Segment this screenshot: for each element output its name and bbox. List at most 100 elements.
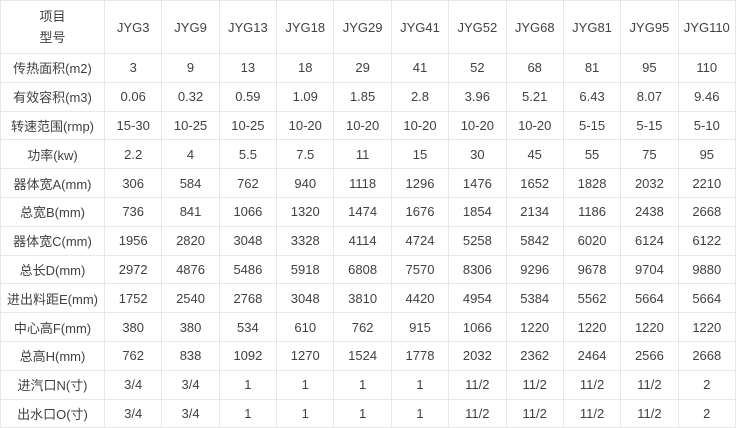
cell-value: 5-15 (620, 110, 679, 141)
cell-value: 1270 (276, 340, 335, 371)
cell-value: 10-25 (218, 110, 278, 141)
cell-value: 29 (333, 53, 392, 83)
cell-value: 5258 (448, 225, 507, 256)
cell-value: 940 (276, 168, 335, 198)
table-row: 总宽B(mm) 736 841 1066 1320 1474 1676 1854 2134 118… (0, 196, 736, 227)
cell-value: 0.06 (103, 81, 163, 112)
cell-value: 3/4 (103, 398, 163, 428)
cell-value: 9678 (562, 254, 622, 285)
table-row: 有效容积(m3) 0.06 0.32 0.59 1.09 1.85 2.8 3.96 5.21 6… (0, 81, 736, 112)
row-label: 传热面积(m2) (0, 53, 105, 83)
column-header-jyg3: JYG3 (103, 0, 163, 54)
cell-value: 1.09 (276, 81, 335, 112)
cell-value: 5.21 (505, 81, 564, 112)
cell-value: 1066 (448, 312, 507, 342)
cell-value: 10-25 (161, 110, 220, 141)
table-row: 总长D(mm) 2972 4876 5486 5918 6808 7570 8306 9296 9… (0, 254, 736, 285)
cell-value: 1 (333, 369, 392, 400)
cell-value: 7570 (390, 254, 450, 285)
cell-value: 1 (218, 398, 278, 428)
cell-value: 11 (333, 139, 392, 170)
cell-value: 2032 (620, 168, 679, 198)
cell-value: 3810 (333, 283, 392, 314)
cell-value: 11/2 (505, 369, 564, 400)
cell-value: 3328 (276, 225, 335, 256)
cell-value: 1220 (505, 312, 564, 342)
column-header-jyg81: JYG81 (562, 0, 622, 54)
cell-value: 95 (620, 53, 679, 83)
cell-value: 4954 (448, 283, 507, 314)
row-label: 总高H(mm) (0, 340, 105, 371)
cell-value: 1220 (620, 312, 679, 342)
cell-value: 3/4 (161, 398, 220, 428)
cell-value: 838 (161, 340, 220, 371)
cell-value: 762 (218, 168, 278, 198)
cell-value: 4 (161, 139, 220, 170)
cell-value: 2.2 (103, 139, 163, 170)
cell-value: 1 (390, 369, 450, 400)
table-row: 转速范围(rmp) 15-30 10-25 10-25 10-20 10-20 10-20 1… (0, 110, 736, 141)
cell-value: 2 (677, 369, 736, 400)
cell-value: 3/4 (103, 369, 163, 400)
cell-value: 55 (562, 139, 622, 170)
cell-value: 1 (333, 398, 392, 428)
cell-value: 306 (103, 168, 163, 198)
cell-value: 9296 (505, 254, 564, 285)
cell-value: 3048 (218, 225, 278, 256)
cell-value: 2.8 (390, 81, 450, 112)
table-row: 进出料距E(mm) 1752 2540 2768 3048 3810 4420 4954 538… (0, 283, 736, 314)
cell-value: 2210 (677, 168, 736, 198)
cell-value: 4114 (333, 225, 392, 256)
cell-value: 1220 (677, 312, 736, 342)
cell-value: 6122 (677, 225, 736, 256)
cell-value: 10-20 (390, 110, 450, 141)
cell-value: 1066 (218, 196, 278, 227)
cell-value: 5562 (562, 283, 622, 314)
cell-value: 1 (276, 398, 335, 428)
cell-value: 8306 (448, 254, 507, 285)
cell-value: 10-20 (276, 110, 335, 141)
cell-value: 1320 (276, 196, 335, 227)
cell-value: 18 (276, 53, 335, 83)
corner-header-cell: 项目 型号 (0, 0, 105, 54)
cell-value: 41 (390, 53, 450, 83)
cell-value: 6124 (620, 225, 679, 256)
cell-value: 2668 (677, 196, 736, 227)
table-row: 器体宽C(mm) 1956 2820 3048 3328 4114 4724 5258 5842… (0, 225, 736, 256)
cell-value: 1524 (333, 340, 392, 371)
cell-value: 1186 (562, 196, 622, 227)
cell-value: 68 (505, 53, 564, 83)
cell-value: 2464 (562, 340, 622, 371)
table-row: 总高H(mm) 762 838 1092 1270 1524 1778 2032 2362 246… (0, 340, 736, 371)
table-row: 传热面积(m2) 3 9 13 18 29 41 52 68 81 95 110 (0, 53, 736, 83)
cell-value: 2 (677, 398, 736, 428)
table-body: 传热面积(m2) 3 9 13 18 29 41 52 68 81 95 110 有效容积(m3) 0.0… (0, 53, 736, 428)
cell-value: 1296 (390, 168, 450, 198)
cell-value: 11/2 (448, 398, 507, 428)
cell-value: 2768 (218, 283, 278, 314)
cell-value: 3 (103, 53, 163, 83)
cell-value: 13 (218, 53, 278, 83)
cell-value: 762 (103, 340, 163, 371)
cell-value: 11/2 (448, 369, 507, 400)
cell-value: 2566 (620, 340, 679, 371)
cell-value: 1752 (103, 283, 163, 314)
cell-value: 3.96 (448, 81, 507, 112)
cell-value: 1220 (562, 312, 622, 342)
cell-value: 5486 (218, 254, 278, 285)
cell-value: 6020 (562, 225, 622, 256)
cell-value: 6808 (333, 254, 392, 285)
cell-value: 1854 (448, 196, 507, 227)
cell-value: 736 (103, 196, 163, 227)
column-header-jyg52: JYG52 (448, 0, 507, 54)
cell-value: 841 (161, 196, 220, 227)
cell-value: 3/4 (161, 369, 220, 400)
row-label: 总长D(mm) (0, 254, 105, 285)
column-header-jyg110: JYG110 (677, 0, 736, 54)
column-header-jyg41: JYG41 (390, 0, 450, 54)
cell-value: 2972 (103, 254, 163, 285)
cell-value: 5-10 (677, 110, 736, 141)
cell-value: 2540 (161, 283, 220, 314)
cell-value: 7.5 (276, 139, 335, 170)
